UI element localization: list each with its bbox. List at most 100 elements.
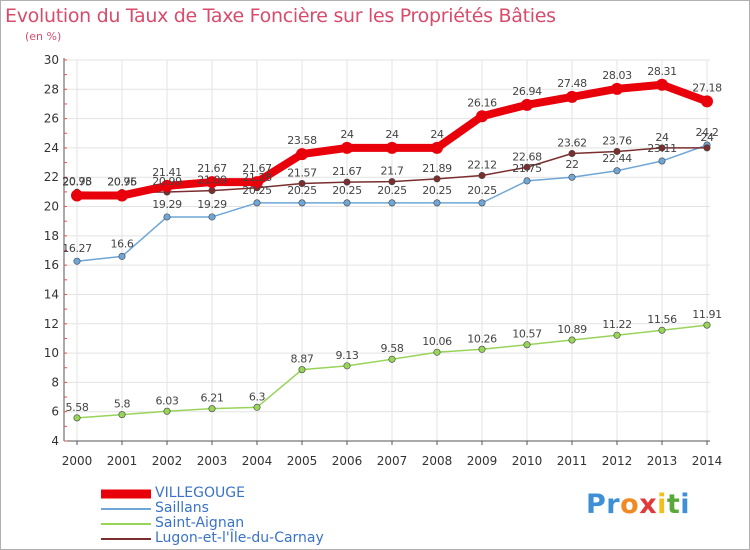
logo-letter: i (680, 489, 691, 520)
series-point-0 (116, 189, 128, 202)
series-point-3 (343, 178, 351, 186)
series-point-2 (253, 403, 261, 411)
x-tick-label: 2004 (242, 454, 273, 468)
series-point-0 (341, 141, 353, 154)
series-point-1 (523, 177, 531, 185)
series-point-1 (568, 173, 576, 181)
data-label: 24 (700, 131, 714, 144)
logo-letter: i (657, 489, 667, 520)
data-label: 10.06 (422, 335, 452, 348)
legend-label: Saillans (155, 500, 209, 516)
data-label: 21.09 (197, 174, 227, 187)
data-label: 19.29 (152, 198, 182, 211)
data-label: 20.25 (467, 184, 497, 197)
x-tick-label: 2000 (62, 454, 93, 468)
data-label: 21.89 (422, 162, 452, 175)
series-point-3 (433, 175, 441, 183)
y-tick-label: 18 (44, 229, 59, 243)
data-label: 27.48 (557, 77, 587, 90)
data-label: 23.76 (602, 134, 632, 147)
series-point-0 (521, 98, 533, 111)
series-point-0 (656, 78, 668, 91)
series-point-2 (208, 405, 216, 413)
data-label: 20.25 (377, 184, 407, 197)
data-label: 10.26 (467, 332, 497, 345)
y-tick-label: 4 (51, 434, 59, 448)
x-tick-label: 2013 (647, 454, 678, 468)
data-label: 21.41 (152, 166, 182, 179)
series-point-3 (298, 180, 306, 188)
data-label: 9.58 (381, 342, 404, 355)
x-tick-label: 2001 (107, 454, 138, 468)
data-label: 20.25 (287, 184, 317, 197)
y-tick-label: 30 (44, 53, 59, 67)
data-label: 5.58 (66, 401, 89, 414)
series-point-3 (613, 147, 621, 155)
series-point-1 (253, 199, 261, 207)
data-label: 8.87 (291, 353, 314, 366)
x-tick-label: 2008 (422, 454, 453, 468)
series-point-3 (208, 187, 216, 195)
series-point-2 (478, 345, 486, 353)
series-point-2 (118, 411, 126, 419)
legend-swatch (101, 507, 151, 510)
legend-label: Lugon-et-l'Île-du-Carnay (155, 530, 324, 546)
x-tick-label: 2006 (332, 454, 363, 468)
chart-title: Evolution du Taux de Taxe Foncière sur l… (5, 5, 556, 27)
logo-letter: o (620, 489, 640, 520)
legend-item: Saint-Aignan (101, 516, 324, 531)
series-point-3 (658, 144, 666, 152)
data-label: 16.6 (111, 237, 134, 250)
series-point-2 (343, 362, 351, 370)
data-label: 28.31 (647, 65, 677, 78)
series-point-0 (701, 95, 713, 108)
data-label: 20.98 (62, 175, 92, 188)
data-label: 21.75 (512, 162, 542, 175)
data-label: 27.18 (692, 81, 722, 94)
data-label: 9.13 (336, 349, 359, 362)
logo-letter: x (639, 489, 658, 520)
data-label: 21.67 (197, 162, 227, 175)
data-label: 21.7 (381, 165, 404, 178)
y-tick-label: 12 (44, 317, 59, 331)
data-label: 5.8 (114, 398, 131, 411)
series-point-0 (161, 179, 173, 192)
data-label: 10.89 (557, 323, 587, 336)
series-point-3 (388, 178, 396, 186)
logo-letter: t (666, 489, 681, 520)
proxiti-logo: Proxiti (586, 489, 690, 520)
y-tick-label: 20 (44, 200, 59, 214)
y-tick-label: 24 (44, 141, 59, 155)
series-point-0 (611, 82, 623, 95)
y-tick-label: 28 (44, 82, 59, 96)
data-label: 20.96 (107, 175, 137, 188)
data-label: 16.27 (62, 242, 92, 255)
data-label: 11.22 (602, 318, 632, 331)
series-point-1 (658, 157, 666, 165)
y-tick-label: 22 (44, 170, 59, 184)
data-label: 26.16 (467, 96, 497, 109)
series-point-1 (613, 167, 621, 175)
data-label: 6.21 (201, 392, 224, 405)
series-point-2 (298, 366, 306, 374)
legend-label: Saint-Aignan (155, 515, 245, 531)
data-label: 22.44 (602, 152, 632, 165)
series-point-2 (703, 321, 711, 329)
data-label: 10.57 (512, 328, 542, 341)
series-point-1 (433, 199, 441, 207)
series-point-1 (298, 199, 306, 207)
data-label: 24 (385, 128, 399, 141)
logo-letter: r (606, 489, 621, 520)
data-label: 19.29 (197, 198, 227, 211)
legend-swatch (101, 537, 151, 540)
data-label: 22.68 (512, 150, 542, 163)
x-tick-label: 2012 (602, 454, 633, 468)
data-label: 21.67 (332, 165, 362, 178)
data-label: 20.25 (422, 184, 452, 197)
series-point-2 (568, 336, 576, 344)
data-label: 22.12 (467, 158, 497, 171)
series-point-3 (523, 163, 531, 171)
data-label: 11.91 (692, 308, 722, 321)
series-point-0 (296, 148, 308, 161)
line-chart: 4 6 8 10 12 14 16 18 20 22 24 26 28 30 2000 2001 2002 200… (44, 53, 723, 468)
